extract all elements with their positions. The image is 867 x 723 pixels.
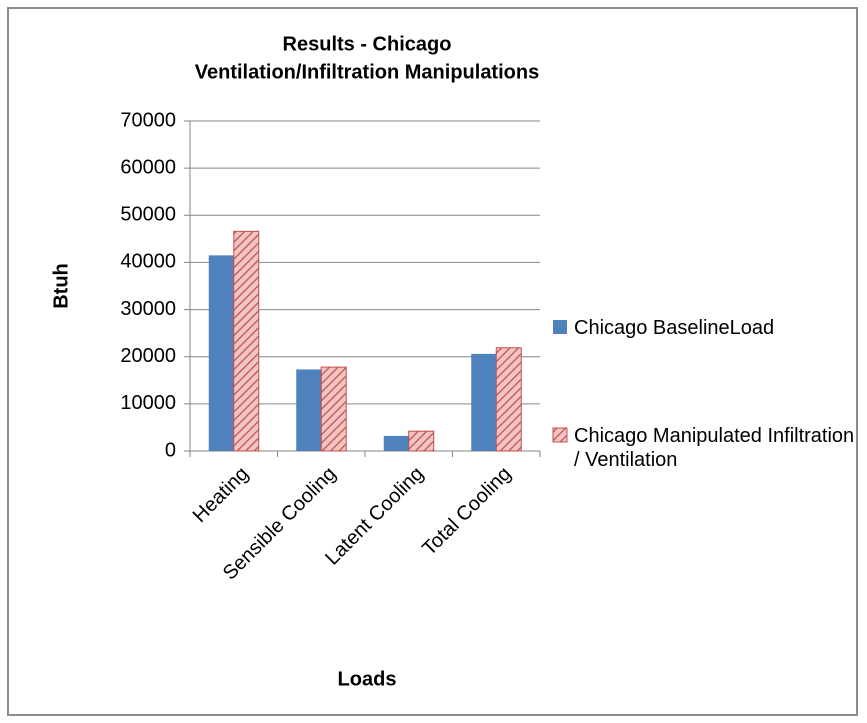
legend-label: Chicago BaselineLoad [574, 317, 775, 339]
y-axis-label: Btuh [50, 263, 72, 309]
frame [7, 7, 858, 716]
bar [296, 369, 322, 451]
bar [383, 435, 409, 451]
bar [208, 255, 234, 451]
y-tick-label: 50000 [120, 204, 176, 226]
y-tick-label: 20000 [120, 345, 176, 367]
bar [471, 353, 497, 451]
bar [495, 347, 522, 452]
y-tick-label: 10000 [120, 392, 176, 414]
y-tick-label: 40000 [120, 251, 176, 273]
legend-label: Chicago Manipulated Infiltration / Venti… [574, 425, 855, 471]
y-tick-label: 70000 [120, 109, 176, 131]
chart-title: Ventilation/Infiltration Manipulations [195, 61, 539, 83]
chart-title: Results - Chicago [283, 33, 452, 55]
legend-swatch [552, 427, 568, 443]
y-tick-label: 30000 [120, 298, 176, 320]
bar [320, 366, 347, 452]
x-axis-label: Loads [338, 668, 397, 690]
y-tick-label: 0 [165, 439, 176, 461]
bar [408, 430, 435, 452]
bar [233, 230, 260, 452]
y-tick-label: 60000 [120, 156, 176, 178]
legend-swatch [553, 320, 567, 334]
